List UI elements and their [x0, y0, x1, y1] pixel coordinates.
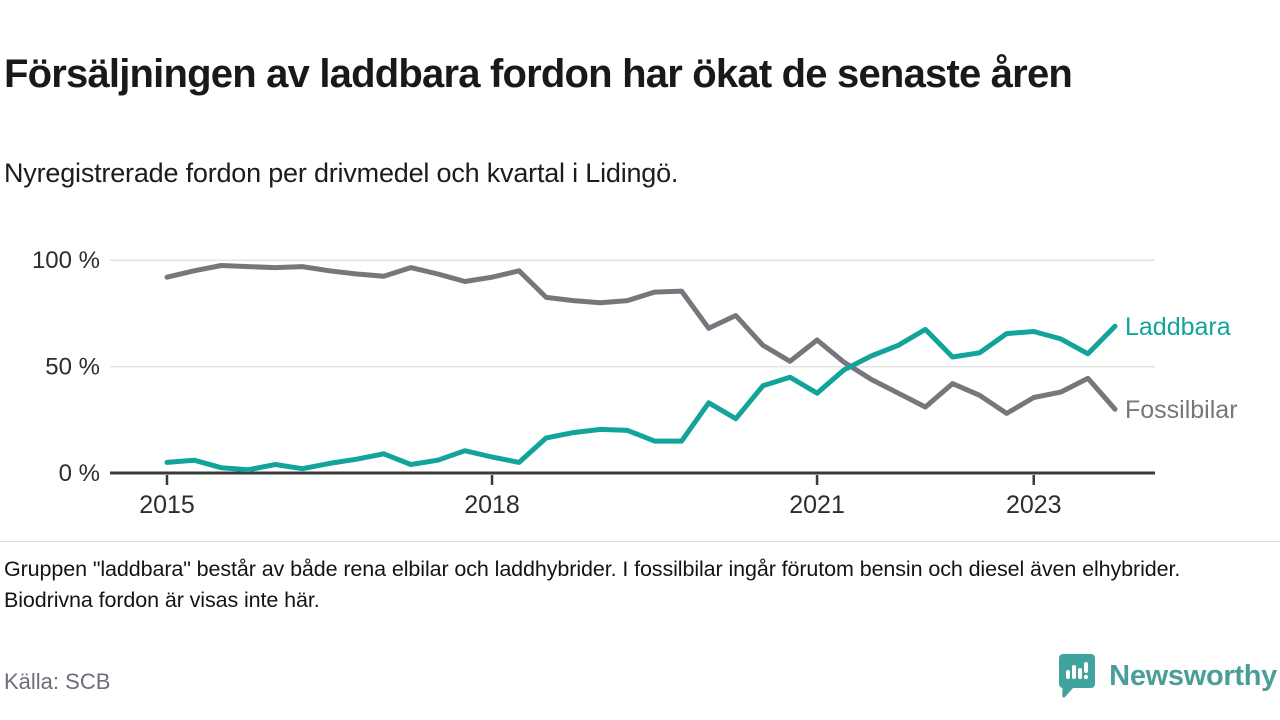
series-line-laddbara: [164, 323, 1118, 473]
newsworthy-brand: Newsworthy: [1058, 652, 1277, 700]
y-axis-tick-label: 50 %: [45, 354, 100, 381]
page-title: Försäljningen av laddbara fordon har öka…: [4, 51, 1073, 96]
series-line-fossilbilar: [164, 263, 1118, 416]
line-chart-canvas: 0 % 50 % 100 % 2015 2018 2021 2023 Fossilbilar L…: [32, 247, 1238, 519]
chart-footnote: Gruppen "laddbara" består av både rena e…: [4, 557, 1181, 612]
newsworthy-wordmark: Newsworthy: [1109, 659, 1277, 692]
y-axis-tick-label: 100 %: [32, 247, 100, 274]
y-axis-tick-label: 0 %: [59, 460, 100, 487]
x-axis-tick-label: 2015: [139, 491, 195, 519]
line-chart: 0 % 50 % 100 % 2015 2018 2021 2023 Fossilbilar L…: [0, 230, 1280, 530]
divider-line: [0, 541, 1280, 542]
x-axis-tick-label: 2023: [1006, 491, 1062, 519]
source-label: Källa: SCB: [4, 669, 111, 694]
series-label-laddbara: Laddbara: [1125, 313, 1231, 341]
chart-subtitle: Nyregistrerade fordon per drivmedel och …: [4, 158, 679, 188]
x-axis-tick-label: 2021: [789, 491, 845, 519]
x-axis-tick-label: 2018: [464, 491, 520, 519]
series-label-fossilbilar: Fossilbilar: [1125, 396, 1238, 424]
newsworthy-logo-icon: [1059, 654, 1096, 698]
